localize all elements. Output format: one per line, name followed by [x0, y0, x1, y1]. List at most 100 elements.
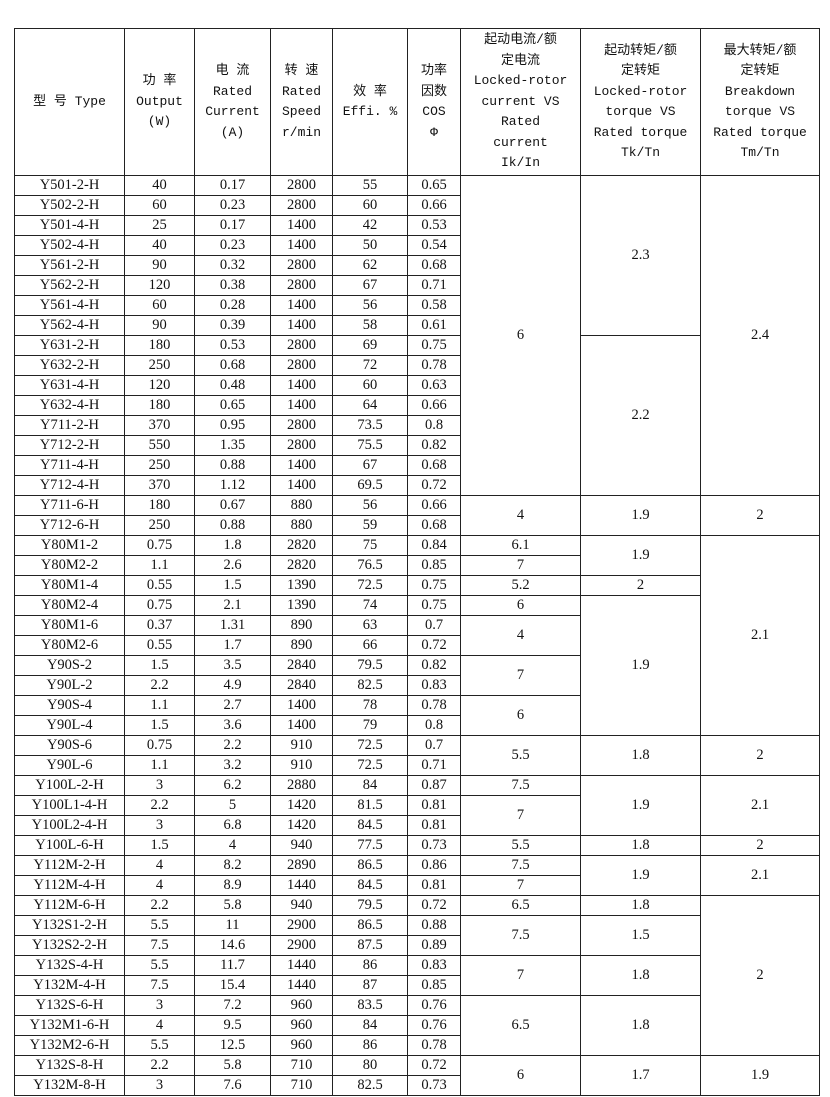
- cell-power-factor: 0.54: [407, 235, 461, 256]
- cell-power-factor: 0.61: [407, 315, 461, 336]
- cell-ik-in: 6.5: [460, 995, 581, 1056]
- cell-efficiency: 62: [332, 255, 408, 276]
- cell-efficiency: 60: [332, 195, 408, 216]
- cell-current: 0.39: [194, 315, 271, 336]
- header-line: torque VS: [605, 104, 676, 119]
- cell-power-factor: 0.72: [407, 635, 461, 656]
- cell-type: Y501-2-H: [14, 175, 125, 196]
- table-row: Y112M-6-H 2.2 5.8 940 79.5 0.72 6.5 1.8 2: [14, 895, 820, 1056]
- cell-speed: 1440: [270, 975, 333, 996]
- cell-current: 0.28: [194, 295, 271, 316]
- cell-ik-in: 6: [460, 595, 581, 616]
- cell-type: Y100L-2-H: [14, 775, 125, 796]
- cell-type: Y711-2-H: [14, 415, 125, 436]
- cell-current: 0.32: [194, 255, 271, 276]
- cell-power-factor: 0.72: [407, 475, 461, 496]
- cell-output: 3: [124, 1075, 195, 1096]
- cell-speed: 940: [270, 835, 333, 856]
- cell-output: 0.75: [124, 595, 195, 616]
- cell-current: 7.2: [194, 995, 271, 1016]
- cell-efficiency: 66: [332, 635, 408, 656]
- cell-current: 2.1: [194, 595, 271, 616]
- cell-ik-in: 5.5: [460, 835, 581, 856]
- cell-current: 0.95: [194, 415, 271, 436]
- cell-tm-tn: 2: [700, 495, 820, 536]
- cell-current: 8.9: [194, 875, 271, 896]
- cell-speed: 2800: [270, 335, 333, 356]
- table-row: Y712-6-H 250 0.88 880 59 0.68: [14, 515, 820, 536]
- cell-output: 0.75: [124, 735, 195, 756]
- cell-ik-in: 6: [460, 175, 581, 496]
- cell-output: 120: [124, 375, 195, 396]
- table-row: Y90L-2 2.2 4.9 2840 82.5 0.83: [14, 675, 820, 696]
- header-line: Effi. %: [342, 104, 398, 119]
- cell-speed: 2800: [270, 175, 333, 196]
- table-row: Y80M1-4 0.55 1.5 1390 72.5 0.75 5.2 2: [14, 575, 820, 596]
- cell-output: 1.1: [124, 555, 195, 576]
- cell-current: 15.4: [194, 975, 271, 996]
- cell-type: Y132M-8-H: [14, 1075, 125, 1096]
- cell-efficiency: 69: [332, 335, 408, 356]
- header-line: Locked-rotor: [593, 83, 688, 99]
- cell-type: Y100L-6-H: [14, 835, 125, 856]
- cell-efficiency: 84: [332, 1015, 408, 1036]
- header-efficiency: 效 率 Effi. %: [332, 28, 408, 176]
- cell-ik-in: 6: [460, 695, 581, 736]
- cell-current: 3.2: [194, 755, 271, 776]
- header-line: 定转矩: [620, 63, 660, 78]
- table-row: Y561-2-H 90 0.32 2800 62 0.68: [14, 255, 820, 276]
- cell-type: Y80M2-6: [14, 635, 125, 656]
- cell-speed: 2840: [270, 675, 333, 696]
- cell-current: 6.8: [194, 815, 271, 836]
- cell-tk-tn: 1.5: [580, 915, 701, 956]
- cell-type: Y112M-2-H: [14, 855, 125, 876]
- cell-tm-tn: 2.1: [700, 855, 820, 896]
- header-line: 功 率: [142, 73, 177, 89]
- cell-type: Y561-4-H: [14, 295, 125, 316]
- table-row: Y502-4-H 40 0.23 1400 50 0.54: [14, 235, 820, 256]
- cell-power-factor: 0.72: [407, 895, 461, 916]
- header-current: 电 流 Rated Current (A): [194, 28, 271, 176]
- cell-power-factor: 0.66: [407, 395, 461, 416]
- header-line: 转 速: [284, 63, 319, 78]
- cell-output: 2.2: [124, 895, 195, 916]
- cell-power-factor: 0.58: [407, 295, 461, 316]
- cell-type: Y80M1-4: [14, 575, 125, 596]
- cell-type: Y631-2-H: [14, 335, 125, 356]
- header-line: Rated: [212, 83, 252, 99]
- cell-output: 2.2: [124, 675, 195, 696]
- cell-efficiency: 78: [332, 695, 408, 716]
- header-line: Tm/Tn: [740, 145, 780, 160]
- cell-output: 4: [124, 1015, 195, 1036]
- cell-efficiency: 76.5: [332, 555, 408, 576]
- cell-output: 180: [124, 395, 195, 416]
- header-line: (W): [147, 114, 172, 130]
- cell-output: 370: [124, 475, 195, 496]
- table-row: Y112M-2-H 4 8.2 2890 86.5 0.86 7.5 1.9 2.1: [14, 855, 820, 896]
- table-row: Y132S2-2-H 7.5 14.6 2900 87.5 0.89: [14, 935, 820, 956]
- cell-speed: 2800: [270, 355, 333, 376]
- cell-power-factor: 0.75: [407, 595, 461, 616]
- table-row: Y80M1-6 0.37 1.31 890 63 0.7 4: [14, 615, 820, 656]
- header-line: 定电流: [500, 52, 540, 68]
- cell-type: Y80M1-2: [14, 535, 125, 556]
- cell-current: 0.17: [194, 215, 271, 236]
- cell-type: Y132S2-2-H: [14, 935, 125, 956]
- cell-power-factor: 0.73: [407, 1075, 461, 1096]
- cell-output: 180: [124, 495, 195, 516]
- cell-tk-tn: 2.2: [580, 335, 701, 496]
- cell-efficiency: 58: [332, 315, 408, 336]
- cell-efficiency: 72.5: [332, 735, 408, 756]
- cell-speed: 2900: [270, 935, 333, 956]
- cell-current: 0.68: [194, 355, 271, 376]
- cell-output: 370: [124, 415, 195, 436]
- cell-speed: 1390: [270, 575, 333, 596]
- table-row: Y132M1-6-H 4 9.5 960 84 0.76: [14, 1015, 820, 1036]
- cell-type: Y90S-4: [14, 695, 125, 716]
- cell-speed: 1420: [270, 795, 333, 816]
- header-speed: 转 速 Rated Speed r/min: [270, 28, 333, 176]
- cell-speed: 1400: [270, 475, 333, 496]
- table-row: Y90S-2 1.5 3.5 2840 79.5 0.82 7: [14, 655, 820, 696]
- header-line: (A): [220, 124, 245, 140]
- cell-speed: 880: [270, 515, 333, 536]
